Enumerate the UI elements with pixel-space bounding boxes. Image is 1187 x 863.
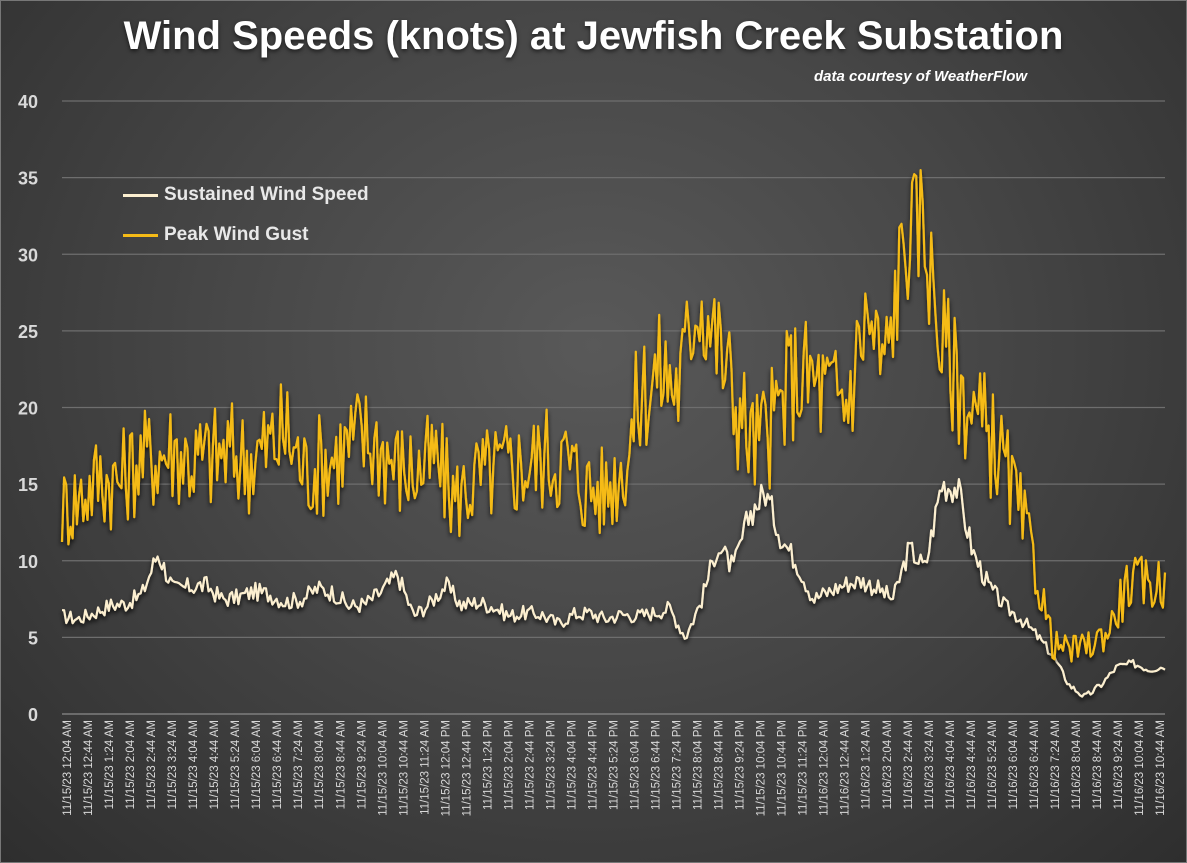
x-tick-label: 11/15/23 10:44 PM (777, 720, 789, 816)
x-tick-label: 11/15/23 4:44 PM (587, 720, 599, 810)
x-tick-label: 11/15/23 9:24 AM (356, 720, 368, 809)
x-tick-label: 11/16/23 12:04 AM (819, 720, 831, 816)
x-tick-label: 11/15/23 2:44 AM (146, 720, 158, 809)
x-tick-label: 11/16/23 10:04 AM (1134, 720, 1146, 816)
y-tick-label: 20 (18, 399, 38, 419)
x-axis-tick-labels: 11/15/23 12:04 AM 11/15/23 12:44 AM 11/15/… (62, 720, 1167, 816)
x-tick-label: 11/15/23 6:44 AM (272, 720, 284, 809)
x-tick-label: 11/16/23 1:24 AM (861, 720, 873, 809)
x-tick-label: 11/16/23 8:44 AM (1092, 720, 1104, 809)
y-tick-label: 15 (18, 475, 38, 495)
x-tick-label: 11/15/23 12:44 PM (461, 720, 473, 816)
x-tick-label: 11/15/23 1:24 PM (482, 720, 494, 810)
x-tick-label: 11/16/23 7:24 AM (1050, 720, 1062, 809)
x-tick-label: 11/15/23 3:24 AM (167, 720, 179, 809)
legend-swatch-sustained (123, 193, 158, 197)
series-lines (60, 169, 1167, 698)
x-tick-label: 11/15/23 8:44 PM (714, 720, 726, 810)
x-tick-label: 11/16/23 4:04 AM (945, 720, 957, 809)
x-tick-label: 11/15/23 12:04 PM (440, 720, 452, 816)
chart-title: Wind Speeds (knots) at Jewfish Creek Sub… (123, 14, 1064, 58)
legend-item-sustained: Sustained Wind Speed (123, 184, 369, 206)
x-tick-label: 11/15/23 4:04 PM (566, 720, 578, 810)
x-tick-label: 11/16/23 3:24 AM (924, 720, 936, 809)
x-tick-label: 11/15/23 8:44 AM (335, 720, 347, 809)
y-tick-label: 40 (18, 92, 38, 112)
x-tick-label: 11/15/23 7:24 AM (293, 720, 305, 809)
x-tick-label: 11/16/23 6:04 AM (1008, 720, 1020, 809)
x-tick-label: 11/15/23 3:24 PM (545, 720, 557, 810)
x-tick-label: 11/15/23 4:44 AM (209, 720, 221, 809)
x-tick-label: 11/15/23 6:04 PM (630, 720, 642, 810)
x-tick-label: 11/15/23 11:24 PM (798, 720, 810, 815)
x-tick-label: 11/15/23 9:24 PM (735, 720, 747, 810)
x-tick-label: 11/15/23 10:04 PM (756, 720, 768, 816)
x-tick-label: 11/16/23 4:44 AM (966, 720, 978, 809)
x-tick-label: 11/16/23 9:24 AM (1113, 720, 1125, 809)
x-tick-label: 11/15/23 5:24 PM (609, 720, 621, 810)
x-tick-label: 11/16/23 5:24 AM (987, 720, 999, 809)
x-tick-label: 11/15/23 12:04 AM (62, 720, 74, 816)
x-tick-label: 11/16/23 10:44 AM (1155, 720, 1167, 816)
x-tick-label: 11/15/23 6:04 AM (251, 720, 263, 809)
x-tick-label: 11/16/23 2:04 AM (882, 720, 894, 809)
y-tick-label: 25 (18, 322, 38, 342)
x-tick-label: 11/15/23 8:04 PM (693, 720, 705, 810)
x-tick-label: 11/15/23 7:24 PM (672, 720, 684, 810)
y-tick-label: 10 (18, 552, 38, 572)
x-tick-label: 11/15/23 10:44 AM (398, 720, 410, 816)
x-tick-label: 11/15/23 12:44 AM (83, 720, 95, 816)
x-tick-label: 11/15/23 11:24 AM (419, 720, 431, 815)
x-tick-label: 11/15/23 5:24 AM (230, 720, 242, 809)
x-tick-label: 11/16/23 6:44 AM (1029, 720, 1041, 809)
x-tick-label: 11/15/23 1:24 AM (104, 720, 116, 809)
x-tick-label: 11/16/23 2:44 AM (903, 720, 915, 809)
x-tick-label: 11/16/23 8:04 AM (1071, 720, 1083, 809)
y-tick-label: 5 (28, 628, 38, 648)
x-tick-label: 11/15/23 6:44 PM (651, 720, 663, 810)
x-tick-label: 11/15/23 2:04 AM (125, 720, 137, 809)
x-tick-label: 11/15/23 2:44 PM (524, 720, 536, 810)
y-tick-label: 30 (18, 245, 38, 265)
y-axis-tick-labels: 0 5 10 15 20 25 30 35 40 (18, 92, 38, 725)
x-tick-label: 11/15/23 4:04 AM (188, 720, 200, 809)
x-tick-label: 11/15/23 10:04 AM (377, 720, 389, 816)
series-line-gust (60, 169, 1167, 663)
x-tick-label: 11/16/23 12:44 AM (840, 720, 852, 816)
series-line-sustained (62, 478, 1166, 698)
legend-item-gust: Peak Wind Gust (123, 224, 308, 246)
y-tick-label: 0 (28, 705, 38, 725)
legend-label-sustained: Sustained Wind Speed (164, 184, 369, 205)
chart-subtitle: data courtesy of WeatherFlow (814, 68, 1028, 85)
legend-label-gust: Peak Wind Gust (164, 224, 309, 245)
legend-swatch-gust (123, 233, 158, 237)
x-tick-label: 11/15/23 8:04 AM (314, 720, 326, 809)
y-tick-label: 35 (18, 169, 38, 189)
x-tick-label: 11/15/23 2:04 PM (503, 720, 515, 810)
